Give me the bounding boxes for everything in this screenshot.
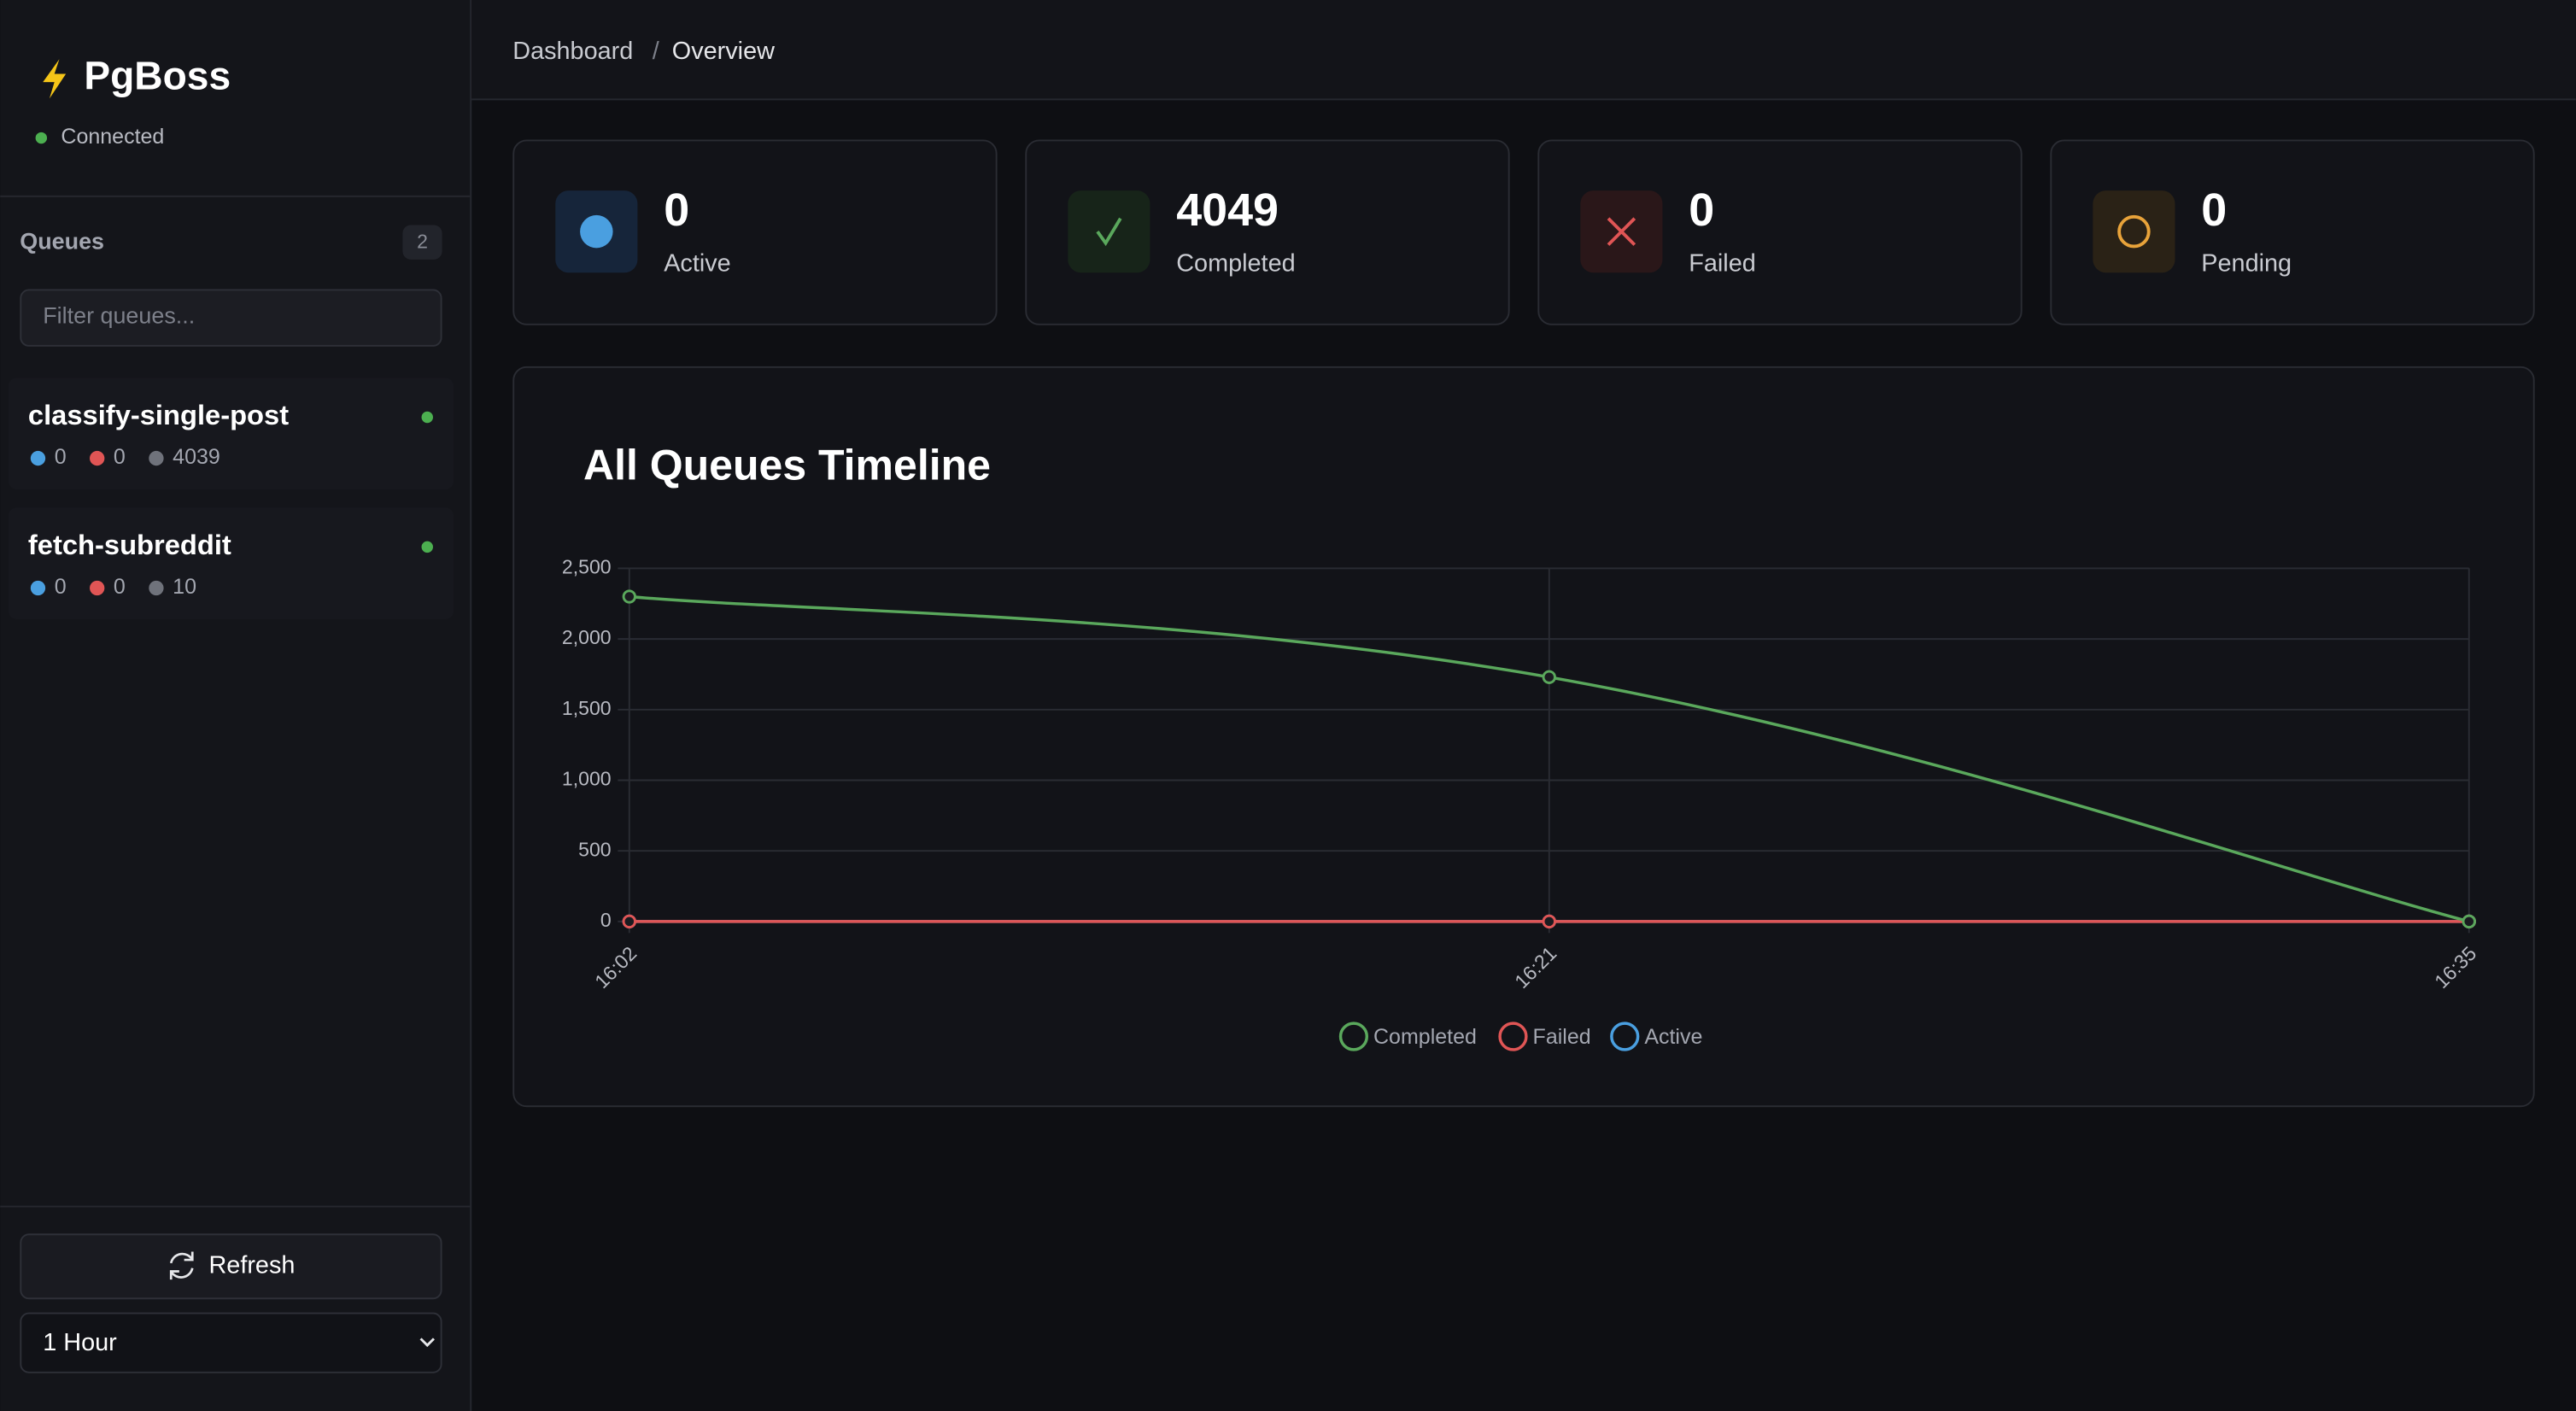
stat-icon-bg	[1068, 190, 1150, 273]
legend-swatch	[1498, 1022, 1528, 1051]
chart-title: All Queues Timeline	[583, 441, 991, 489]
data-point	[622, 589, 636, 604]
data-point	[1542, 670, 1556, 684]
y-tick-label: 1,000	[562, 768, 612, 790]
queue-status-dot	[421, 411, 433, 424]
select-chevron	[419, 1338, 435, 1348]
queue-completed-count: 10	[173, 575, 196, 599]
queue-completed-count: 4039	[173, 445, 220, 469]
stat-card-bg	[512, 139, 998, 325]
stat-card-bg	[1537, 139, 2023, 325]
sidebar	[0, 0, 471, 1411]
brand: PgBoss	[84, 53, 231, 97]
topbar	[471, 0, 2576, 99]
stat-value: 0	[2201, 184, 2227, 236]
range-value: 1 Hour	[43, 1329, 117, 1356]
stat-card: 4049 Completed	[1025, 139, 1510, 325]
queue-name: classify-single-post	[28, 399, 289, 430]
status-dot	[35, 132, 48, 144]
queue-count-dot	[30, 580, 46, 596]
queue-count-badge	[402, 225, 442, 260]
status: Connected	[61, 125, 164, 149]
stat-label: Failed	[1689, 249, 1756, 277]
queue-status-dot	[421, 541, 433, 553]
queue-count-dot	[149, 580, 164, 596]
stat-icon	[580, 214, 613, 249]
y-tick-label: 2,500	[562, 556, 612, 578]
stat-card: 0 Active	[512, 139, 998, 325]
stat-card-bg	[2050, 139, 2535, 325]
stat-value: 4049	[1176, 184, 1279, 236]
y-tick-label: 2,000	[562, 626, 612, 648]
queue-item[interactable]	[8, 378, 454, 490]
legend-label: Completed	[1373, 1025, 1477, 1049]
y-tick-label: 500	[578, 838, 611, 860]
stat-card: 0 Pending	[2050, 139, 2535, 325]
queue-active-count: 0	[55, 445, 67, 469]
queue-failed-count: 0	[114, 575, 126, 599]
stat-value: 0	[1689, 184, 1714, 236]
queue-count-dot	[90, 450, 105, 466]
data-point	[622, 914, 636, 929]
stat-icon	[1607, 217, 1636, 246]
queue-failed-count: 0	[114, 445, 126, 469]
stat-cards: 0 Active 4049 Completed 0 Failed 0 Pending	[512, 139, 2535, 325]
legend-swatch	[1338, 1022, 1369, 1051]
stat-icon-bg	[2093, 190, 2175, 273]
brand-icon	[43, 59, 67, 99]
stat-label: Pending	[2201, 249, 2292, 277]
stat-card: 0 Failed	[1537, 139, 2023, 325]
legend-label: Failed	[1533, 1025, 1591, 1049]
stat-card-bg	[1025, 139, 1510, 325]
refresh-button[interactable]	[20, 1233, 442, 1300]
data-point	[2462, 914, 2476, 929]
queue-count-dot	[90, 580, 105, 596]
legend-label: Active	[1644, 1025, 1702, 1049]
refresh-label: Refresh	[208, 1251, 295, 1279]
breadcrumb-separator: /	[653, 38, 660, 65]
queues-title: Queues	[20, 229, 104, 255]
stat-value: 0	[664, 184, 689, 236]
queue-name: fetch-subreddit	[28, 529, 231, 560]
filter-placeholder: Filter queues...	[43, 302, 195, 328]
queue-active-count: 0	[55, 575, 67, 599]
y-tick-label: 0	[600, 909, 612, 931]
y-tick-label: 1,500	[562, 697, 612, 719]
data-point	[1542, 914, 1556, 929]
legend-swatch	[1610, 1022, 1640, 1051]
refresh-icon	[169, 1251, 194, 1280]
stat-icon	[2117, 214, 2151, 249]
filter-input[interactable]	[20, 289, 442, 347]
breadcrumb-item[interactable]: Dashboard	[512, 38, 633, 65]
range-select[interactable]	[20, 1312, 442, 1373]
queue-count-dot	[30, 450, 46, 466]
queue-item[interactable]	[8, 507, 454, 620]
queue-list: classify-single-post 0 0 4039 fetch-subreddi…	[8, 378, 454, 620]
breadcrumb-item: Overview	[672, 38, 775, 65]
stat-icon	[1096, 217, 1122, 247]
stat-label: Active	[664, 249, 731, 277]
stat-label: Completed	[1176, 249, 1295, 277]
queue-count: 2	[417, 231, 428, 253]
queue-count-dot	[149, 450, 164, 466]
